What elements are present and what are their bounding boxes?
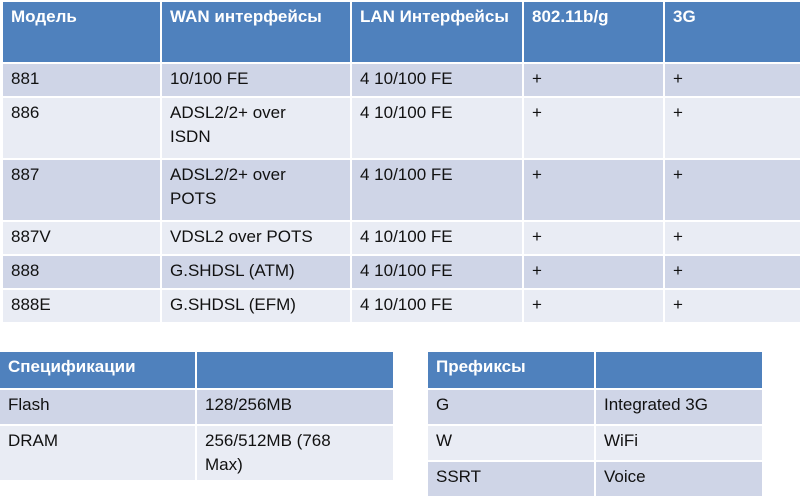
cell: Voice [596,462,762,496]
cell: + [665,160,800,220]
cell: + [665,222,800,254]
cell: + [524,222,663,254]
cell: W [428,426,594,460]
header-wifi: 802.11b/g [524,2,663,62]
models-table: Модель WAN интерфейсы LAN Интерфейсы 802… [1,0,800,324]
header-spec: Спецификации [0,352,195,388]
header-prefix: Префиксы [428,352,594,388]
cell: 256/512MB (768 Max) [196,426,393,480]
header-lan: LAN Интерфейсы [352,2,522,62]
cell: 887V [3,222,160,254]
header-row: Спецификации [0,352,393,388]
table-row: 888E G.SHDSL (EFM) 4 10/100 FE + + [3,290,800,322]
header-3g: 3G [665,2,800,62]
cell: G.SHDSL (ATM) [162,256,350,288]
cell: DRAM [0,426,195,480]
header-row: Модель WAN интерфейсы LAN Интерфейсы 802… [3,2,800,62]
cell: Integrated 3G [596,390,762,424]
cell: 4 10/100 FE [352,256,522,288]
cell: 881 [3,64,160,96]
cell: + [524,256,663,288]
table-row: 887 ADSL2/2+ over POTS 4 10/100 FE + + [3,160,800,220]
cell: 887 [3,160,160,220]
table-row: DRAM 256/512MB (768 Max) [0,426,393,480]
cell: + [524,160,663,220]
cell: + [524,64,663,96]
cell: + [665,98,800,158]
cell: 888 [3,256,160,288]
cell: 886 [3,98,160,158]
prefix-table: Префиксы G Integrated 3G W WiFi SSRT Voi… [426,350,764,498]
header-wan: WAN интерфейсы [162,2,350,62]
cell: WiFi [596,426,762,460]
table-row: G Integrated 3G [428,390,762,424]
cell: 888E [3,290,160,322]
cell: + [665,256,800,288]
header-row: Префиксы [428,352,762,388]
table-row: 888 G.SHDSL (ATM) 4 10/100 FE + + [3,256,800,288]
cell: 4 10/100 FE [352,222,522,254]
cell: 4 10/100 FE [352,290,522,322]
header-prefix-value [596,352,762,388]
cell: 4 10/100 FE [352,160,522,220]
table-row: 886 ADSL2/2+ over ISDN 4 10/100 FE + + [3,98,800,158]
cell: G.SHDSL (EFM) [162,290,350,322]
cell: VDSL2 over POTS [162,222,350,254]
header-model: Модель [3,2,160,62]
cell: 128/256MB [196,390,393,424]
cell: G [428,390,594,424]
header-spec-value [196,352,393,388]
cell: SSRT [428,462,594,496]
cell: Flash [0,390,195,424]
cell: 4 10/100 FE [352,98,522,158]
table-row: 881 10/100 FE 4 10/100 FE + + [3,64,800,96]
table-row: W WiFi [428,426,762,460]
table-row: Flash 128/256MB [0,390,393,424]
cell: + [665,290,800,322]
cell: ADSL2/2+ over POTS [162,160,350,220]
spec-table: Спецификации Flash 128/256MB DRAM 256/51… [0,350,395,482]
table-row: SSRT Voice [428,462,762,496]
cell: + [665,64,800,96]
cell: + [524,98,663,158]
cell: + [524,290,663,322]
table-row: 887V VDSL2 over POTS 4 10/100 FE + + [3,222,800,254]
cell: ADSL2/2+ over ISDN [162,98,350,158]
cell: 4 10/100 FE [352,64,522,96]
cell: 10/100 FE [162,64,350,96]
